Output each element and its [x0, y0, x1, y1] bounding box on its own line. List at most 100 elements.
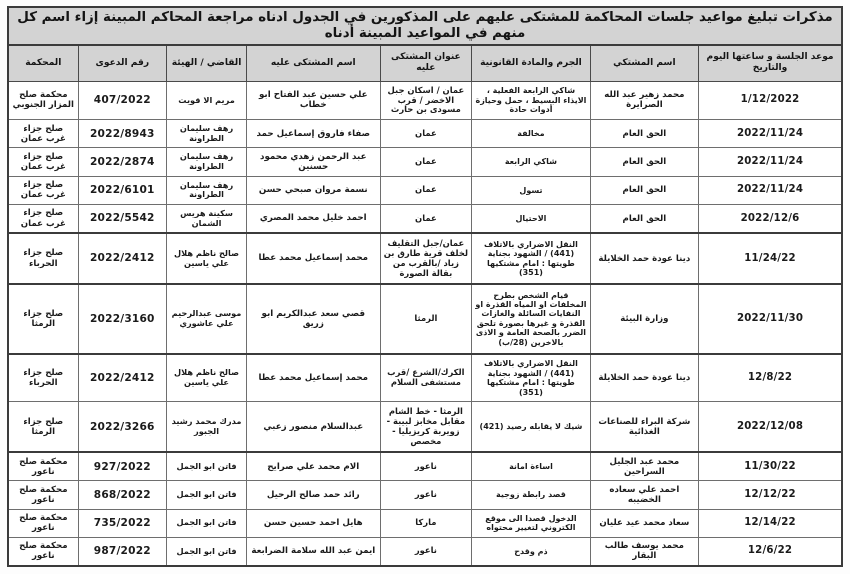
- cell-charge: الاحتيال: [471, 204, 591, 234]
- cell-court: محكمة صلح المزار الجنوبي: [7, 80, 79, 121]
- cell-date: 12/8/22: [698, 352, 843, 403]
- cell-defendant: نسمة مروان صبحي حسن: [246, 175, 381, 206]
- table-row: 2022/11/24 الحق العام تسول عمان نسمة مروان ص…: [7, 175, 843, 206]
- table-row: 12/14/22 سعاد محمد عيد عليان الدخول قصدا ا…: [7, 508, 843, 538]
- cell-case-number: 2022/5542: [77, 204, 168, 234]
- cell-charge: شاكي الرابعة: [471, 147, 591, 177]
- cell-date: 2022/12/08: [698, 401, 843, 454]
- column-header-address: عنوان المشتكى عليه: [379, 44, 473, 82]
- cell-defendant: صفاء فاروق إسماعيل حمد: [246, 119, 381, 149]
- cell-defendant: عبد الرحمن زهدي محمود حسنين: [246, 147, 381, 177]
- column-header-defendant: اسم المشتكى عليه: [246, 44, 381, 82]
- cell-judge: فاتن ابو الجمل: [165, 451, 248, 482]
- cell-address: ناعور: [379, 451, 473, 482]
- cell-date: 2022/11/30: [698, 283, 843, 355]
- table-row: 12/8/22 دينا عودة حمد الخلايلة النقل الاضر…: [7, 352, 843, 403]
- cell-plaintiff: دينا عودة حمد الخلايلة: [589, 232, 700, 285]
- cell-case-number: 407/2022: [77, 80, 168, 121]
- cell-address: عمان/جبل التقليف لخلف قرية طارق بن زياد …: [379, 232, 473, 285]
- cell-judge: مريم الا قويت: [165, 80, 248, 121]
- cell-judge: صالح ناظم هلال علي ياسين: [165, 352, 248, 403]
- cell-case-number: 2022/6101: [77, 175, 168, 206]
- cell-defendant: عبدالسلام منصور زعبي: [246, 401, 381, 454]
- cell-plaintiff: محمد زهير عبد الله الصرايرة: [589, 80, 700, 121]
- title-row: مذكرات تبليغ مواعيد جلسات المحاكمة للمشت…: [7, 6, 843, 46]
- cell-address: الكرك/الشرع /قرب مستشفى السلام: [379, 352, 473, 403]
- cell-judge: صالح ناظم هلال علي ياسين: [165, 232, 248, 285]
- cell-address: ماركا: [379, 508, 473, 538]
- cell-judge: فاتن ابو الجمل: [165, 536, 248, 567]
- cell-charge: مخالفة: [471, 119, 591, 149]
- cell-court: صلح جزاء الرمثا: [7, 401, 79, 454]
- table-row: 1/12/2022 محمد زهير عبد الله الصرايرة شاكي…: [7, 80, 843, 121]
- cell-defendant: ايمن عبد الله سلامة الضرابعة: [246, 536, 381, 567]
- table-row: 2022/11/24 الحق العام مخالفة عمان صفاء فاروق…: [7, 119, 843, 149]
- cell-charge: النقل الاضراري بالاتلاف (441) / الشهود ب…: [471, 232, 591, 285]
- column-header-court: المحكمة: [7, 44, 79, 82]
- cell-court: محكمة صلح ناعور: [7, 508, 79, 538]
- cell-address: عمان: [379, 147, 473, 177]
- cell-charge: اساءة امانة: [471, 451, 591, 482]
- cell-charge: تسول: [471, 175, 591, 206]
- cell-defendant: الام محمد علي صرايح: [246, 451, 381, 482]
- cell-charge: ذم وقدح: [471, 536, 591, 567]
- cell-case-number: 868/2022: [77, 480, 168, 510]
- cell-court: محكمة صلح ناعور: [7, 451, 79, 482]
- cell-plaintiff: الحق العام: [589, 147, 700, 177]
- column-header-case-number: رقم الدعوى: [77, 44, 168, 82]
- table-row: 2022/12/08 شركة البراء للصناعات الغذائية ش…: [7, 401, 843, 454]
- cell-address: ناعور: [379, 480, 473, 510]
- cell-judge: فاتن ابو الجمل: [165, 508, 248, 538]
- cell-address: ناعور: [379, 536, 473, 567]
- cell-plaintiff: الحق العام: [589, 175, 700, 206]
- cell-date: 1/12/2022: [698, 80, 843, 121]
- cell-plaintiff: وزارة البيئة: [589, 283, 700, 355]
- cell-plaintiff: شركة البراء للصناعات الغذائية: [589, 401, 700, 454]
- cell-court: صلح جزاء غرب عمان: [7, 175, 79, 206]
- cell-date: 2022/11/24: [698, 147, 843, 177]
- cell-case-number: 2022/3160: [77, 283, 168, 355]
- cell-charge: شيك لا يقابله رصيد (421): [471, 401, 591, 454]
- table-body: 1/12/2022 محمد زهير عبد الله الصرايرة شاكي…: [7, 80, 843, 567]
- cell-court: صلح جزاء غرب عمان: [7, 119, 79, 149]
- cell-address: عمان: [379, 204, 473, 234]
- cell-date: 12/6/22: [698, 536, 843, 567]
- cell-defendant: احمد خليل محمد المصري: [246, 204, 381, 234]
- cell-date: 12/14/22: [698, 508, 843, 538]
- cell-date: 2022/12/6: [698, 204, 843, 234]
- cell-plaintiff: سعاد محمد عيد عليان: [589, 508, 700, 538]
- cell-date: 2022/11/24: [698, 175, 843, 206]
- cell-case-number: 2022/8943: [77, 119, 168, 149]
- cell-plaintiff: الحق العام: [589, 204, 700, 234]
- cell-charge: الدخول قصدا الى موقع الكتروني لتغيير محت…: [471, 508, 591, 538]
- cell-court: محكمة صلح ناعور: [7, 480, 79, 510]
- column-header-plaintiff: اسم المشتكي: [589, 44, 700, 82]
- cell-court: محكمة صلح ناعور: [7, 536, 79, 567]
- cell-plaintiff: دينا عودة حمد الخلايلة: [589, 352, 700, 403]
- header-row: موعد الجلسة و ساعتها اليوم والتاريخ اسم …: [7, 44, 843, 82]
- table-row: 11/30/22 محمد عبد الجليل السراحين اساءة ام…: [7, 451, 843, 482]
- cell-date: 12/12/22: [698, 480, 843, 510]
- cell-date: 2022/11/24: [698, 119, 843, 149]
- cell-case-number: 2022/2412: [77, 352, 168, 403]
- cell-case-number: 987/2022: [77, 536, 168, 567]
- column-header-judge: القاضي / الهيئة: [165, 44, 248, 82]
- table-row: 2022/12/6 الحق العام الاحتيال عمان احمد خليل…: [7, 204, 843, 234]
- cell-address: الرمثا: [379, 283, 473, 355]
- cell-case-number: 2022/2874: [77, 147, 168, 177]
- cell-case-number: 927/2022: [77, 451, 168, 482]
- table-row: 2022/11/24 الحق العام شاكي الرابعة عمان عبد …: [7, 147, 843, 177]
- cell-plaintiff: الحق العام: [589, 119, 700, 149]
- cell-charge: شاكي الرابعة الفعلية ، الايذاء البسيط ، …: [471, 80, 591, 121]
- cell-plaintiff: محمد عبد الجليل السراحين: [589, 451, 700, 482]
- cell-date: 11/30/22: [698, 451, 843, 482]
- cell-court: صلح جزاء الحرباء: [7, 232, 79, 285]
- table-row: 12/6/22 محمد يوسف طالب البقار ذم وقدح ناعور…: [7, 536, 843, 567]
- cell-judge: رهف سليمان الطراونة: [165, 147, 248, 177]
- table-row: 2022/11/30 وزارة البيئة قيام الشخص بطرح ال…: [7, 283, 843, 355]
- cell-date: 11/24/22: [698, 232, 843, 285]
- table-row: 12/12/22 احمد علي سعاده الخضيبه قصد رابطة …: [7, 480, 843, 510]
- cell-defendant: محمد إسماعيل محمد عطا: [246, 352, 381, 403]
- cell-case-number: 2022/2412: [77, 232, 168, 285]
